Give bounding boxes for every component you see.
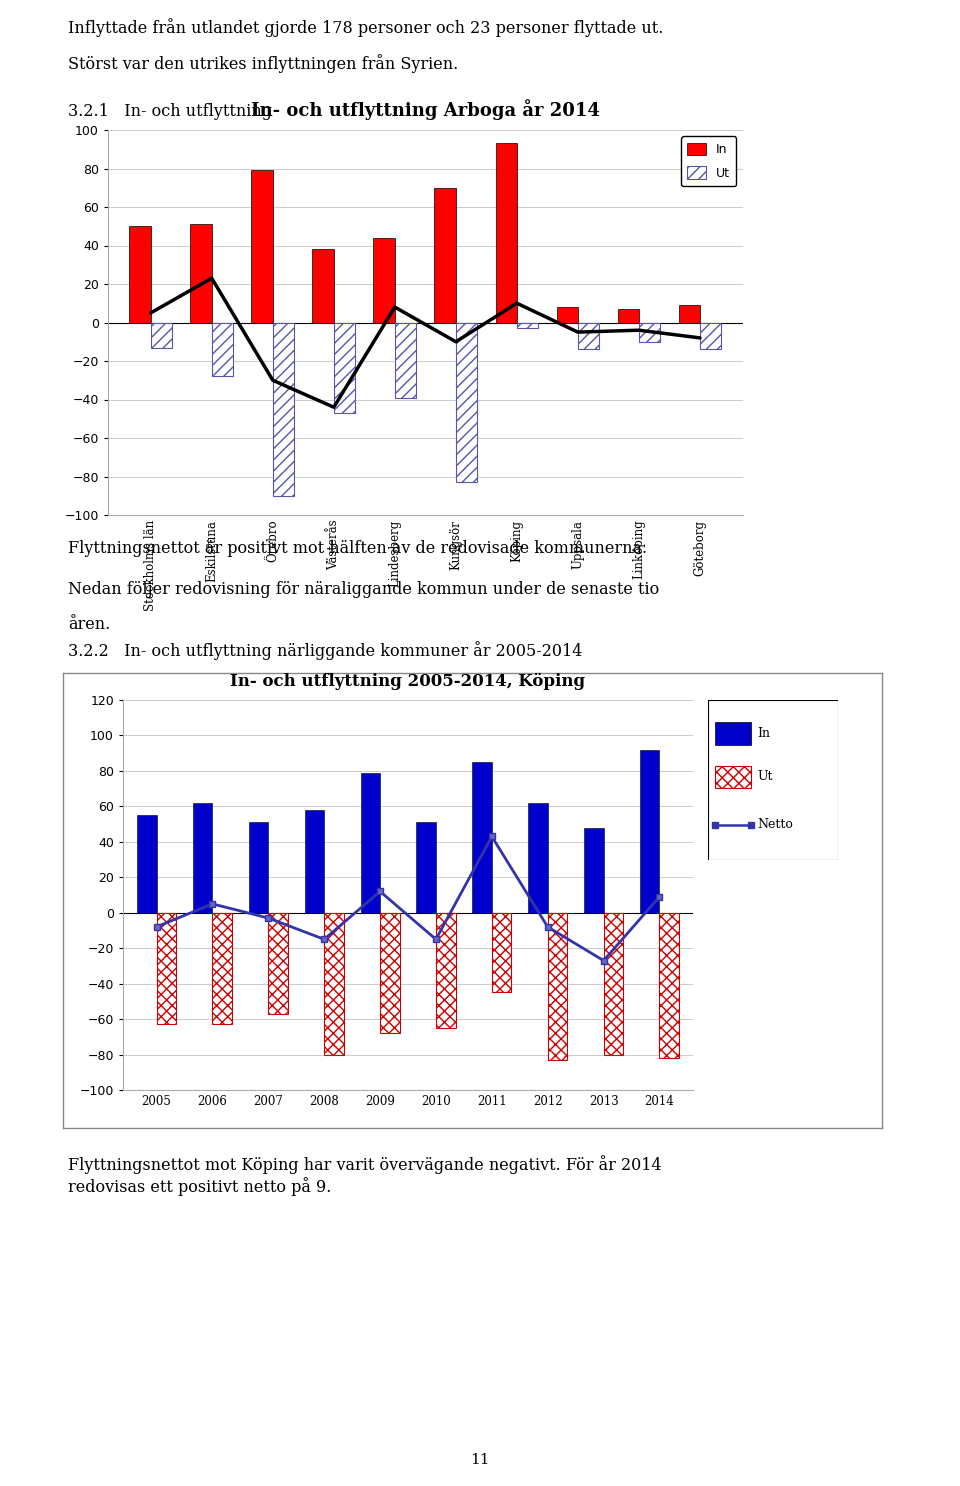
Bar bbox=[380, 912, 399, 1033]
Text: Inflyttade från utlandet gjorde 178 personer och 23 personer flyttade ut.: Inflyttade från utlandet gjorde 178 pers… bbox=[68, 18, 663, 37]
Bar bbox=[324, 912, 344, 1055]
Bar bbox=[156, 912, 176, 1024]
Bar bbox=[472, 762, 492, 912]
Text: In: In bbox=[757, 727, 770, 740]
Text: 3.2.2   In- och utflyttning närliggande kommuner år 2005-2014: 3.2.2 In- och utflyttning närliggande ko… bbox=[68, 642, 583, 660]
Bar bbox=[252, 171, 273, 322]
Text: Flyttningsnettot är positivt mot hälften av de redovisade kommunerna.: Flyttningsnettot är positivt mot hälften… bbox=[68, 539, 647, 557]
Title: In- och utflyttning Arboga år 2014: In- och utflyttning Arboga år 2014 bbox=[251, 100, 600, 120]
Bar bbox=[193, 802, 212, 912]
Bar bbox=[130, 226, 151, 322]
Bar bbox=[617, 309, 639, 322]
Text: Ut: Ut bbox=[757, 770, 773, 783]
Bar bbox=[249, 822, 268, 912]
Text: åren.: åren. bbox=[68, 615, 110, 633]
Bar bbox=[190, 224, 212, 322]
Bar bbox=[273, 322, 294, 496]
Bar bbox=[137, 816, 156, 912]
Text: Nedan följer redovisning för näraliggande kommun under de senaste tio: Nedan följer redovisning för näraliggand… bbox=[68, 581, 660, 597]
Bar bbox=[639, 322, 660, 342]
Bar bbox=[373, 238, 395, 322]
FancyBboxPatch shape bbox=[708, 700, 838, 860]
Title: In- och utflyttning 2005-2014, Köping: In- och utflyttning 2005-2014, Köping bbox=[230, 673, 586, 690]
Text: 3.2.1   In- och utflyttning: 3.2.1 In- och utflyttning bbox=[68, 103, 272, 119]
Bar bbox=[548, 912, 567, 1060]
Bar bbox=[578, 322, 599, 349]
Text: 11: 11 bbox=[470, 1453, 490, 1467]
Bar bbox=[492, 912, 512, 993]
Bar bbox=[334, 322, 355, 413]
Bar bbox=[679, 305, 700, 322]
Bar bbox=[417, 822, 436, 912]
Bar bbox=[268, 912, 288, 1013]
Bar bbox=[516, 322, 539, 328]
Bar bbox=[436, 912, 455, 1028]
Text: Flyttningsnettot mot Köping har varit övervägande negativt. För år 2014
redovisa: Flyttningsnettot mot Köping har varit öv… bbox=[68, 1155, 661, 1196]
Bar bbox=[304, 810, 324, 912]
Bar bbox=[212, 912, 232, 1024]
Bar bbox=[700, 322, 721, 349]
Bar bbox=[584, 828, 604, 912]
Bar bbox=[640, 749, 660, 912]
Bar bbox=[528, 802, 548, 912]
Bar bbox=[495, 144, 516, 322]
Bar bbox=[660, 912, 679, 1058]
Bar bbox=[435, 187, 456, 322]
Bar bbox=[604, 912, 623, 1055]
Bar bbox=[395, 322, 417, 398]
Bar bbox=[151, 322, 172, 348]
Text: Netto: Netto bbox=[757, 819, 793, 831]
Legend: In, Ut: In, Ut bbox=[682, 137, 736, 186]
Bar bbox=[557, 308, 578, 322]
Bar bbox=[312, 250, 334, 322]
Text: Störst var den utrikes inflyttningen från Syrien.: Störst var den utrikes inflyttningen frå… bbox=[68, 53, 458, 73]
Bar bbox=[456, 322, 477, 483]
Bar bbox=[361, 773, 380, 912]
Bar bbox=[212, 322, 233, 376]
